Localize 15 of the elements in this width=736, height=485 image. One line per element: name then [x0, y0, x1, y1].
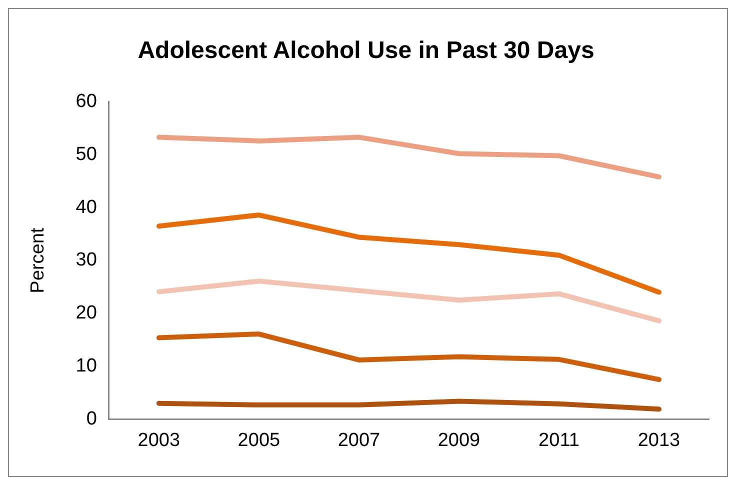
y-axis-title: Percent — [28, 227, 49, 294]
y-tick-label: 50 — [76, 144, 97, 165]
y-tick-label: 30 — [76, 250, 97, 271]
y-tick-label: 60 — [76, 91, 97, 112]
x-tick-label: 2013 — [638, 430, 680, 451]
chart-title: Adolescent Alcohol Use in Past 30 Days — [138, 37, 594, 64]
y-tick-label: 20 — [76, 302, 97, 324]
y-tick-label: 40 — [76, 196, 97, 218]
x-tick-label: 2009 — [438, 430, 480, 451]
x-tick-label: 2003 — [138, 430, 180, 451]
x-tick-label: 2011 — [538, 430, 580, 451]
x-tick-label: 2005 — [238, 430, 280, 451]
y-tick-label: 10 — [76, 356, 97, 377]
y-tick-label: 0 — [86, 408, 97, 430]
x-tick-label: 2007 — [338, 430, 380, 451]
